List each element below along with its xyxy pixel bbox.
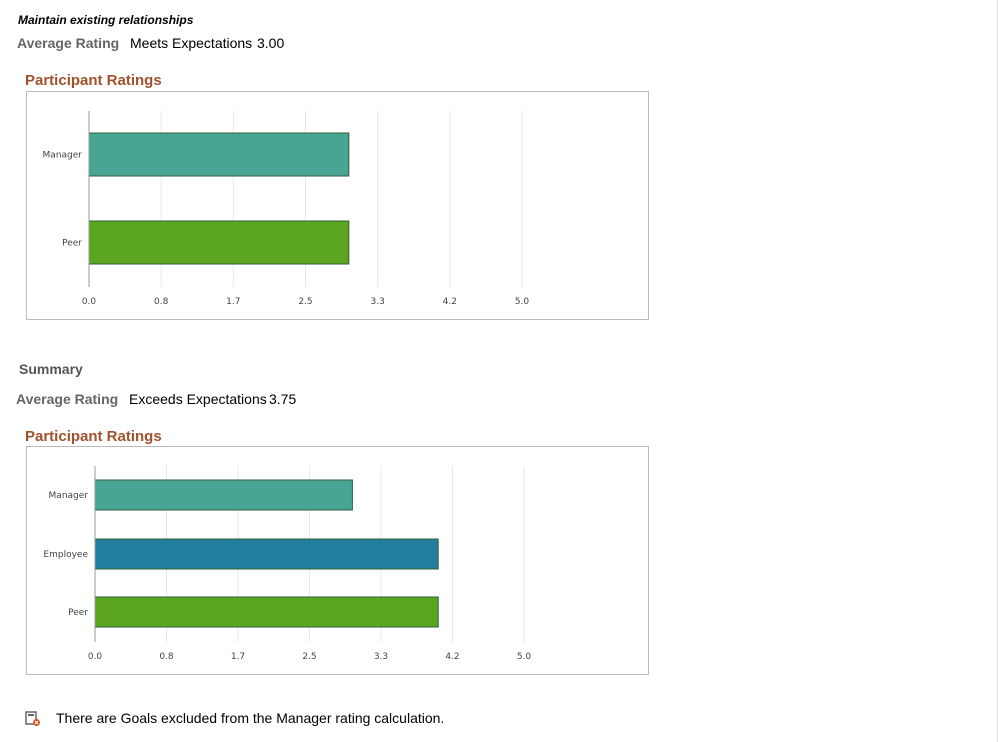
x-tick-label: 5.0 — [517, 652, 532, 662]
x-tick-label: 1.7 — [226, 297, 240, 307]
x-tick-label: 4.2 — [445, 652, 459, 662]
chart-box: 0.0 0.8 1.7 2.5 3.3 4.2 5.0 Manager Peer — [26, 91, 649, 320]
summary-average-rating-value: 3.75 — [269, 391, 297, 407]
summary-average-rating-label: Average Rating — [16, 391, 119, 407]
x-tick-label: 0.8 — [154, 297, 169, 307]
y-category-label: Manager — [49, 491, 89, 501]
goal-title: Maintain existing relationships — [18, 13, 194, 27]
y-category-label: Peer — [62, 239, 82, 249]
y-category-label: Manager — [43, 151, 83, 161]
bar-employee — [94, 538, 439, 570]
x-tick-label: 4.2 — [443, 297, 457, 307]
excluded-goals-note: There are Goals excluded from the Manage… — [56, 710, 445, 726]
y-category-label: Peer — [68, 608, 88, 618]
x-tick-label: 0.0 — [82, 297, 97, 307]
summary-heading: Summary — [19, 361, 83, 377]
x-tick-label: 5.0 — [515, 297, 530, 307]
summary-participant-ratings-chart: 0.0 0.8 1.7 2.5 3.3 4.2 5.0 Manager Employee Peer — [43, 466, 532, 662]
x-tick-label: 1.7 — [231, 652, 245, 662]
average-rating-label: Average Rating — [17, 35, 120, 51]
average-rating-value: 3.00 — [257, 35, 285, 51]
x-tick-label: 0.0 — [88, 652, 103, 662]
x-tick-label: 3.3 — [371, 297, 385, 307]
summary-chart-title: Participant Ratings — [25, 428, 162, 445]
bar-peer — [88, 220, 350, 265]
average-rating-text: Meets Expectations — [130, 35, 253, 51]
chart-title: Participant Ratings — [25, 72, 162, 89]
bar-peer — [94, 596, 439, 628]
x-tick-label: 0.8 — [159, 652, 174, 662]
bar-manager — [94, 479, 353, 511]
goal-excluded-icon — [25, 711, 40, 726]
y-category-label: Employee — [43, 550, 88, 560]
summary-average-rating-text: Exceeds Expectations — [129, 391, 267, 407]
summary-chart-box: 0.0 0.8 1.7 2.5 3.3 4.2 5.0 Manager Employee Peer — [26, 446, 649, 675]
x-tick-label: 3.3 — [374, 652, 388, 662]
bar-manager — [88, 132, 350, 177]
x-tick-label: 2.5 — [302, 652, 316, 662]
x-tick-label: 2.5 — [298, 297, 312, 307]
participant-ratings-chart: 0.0 0.8 1.7 2.5 3.3 4.2 5.0 Manager Peer — [43, 111, 530, 307]
